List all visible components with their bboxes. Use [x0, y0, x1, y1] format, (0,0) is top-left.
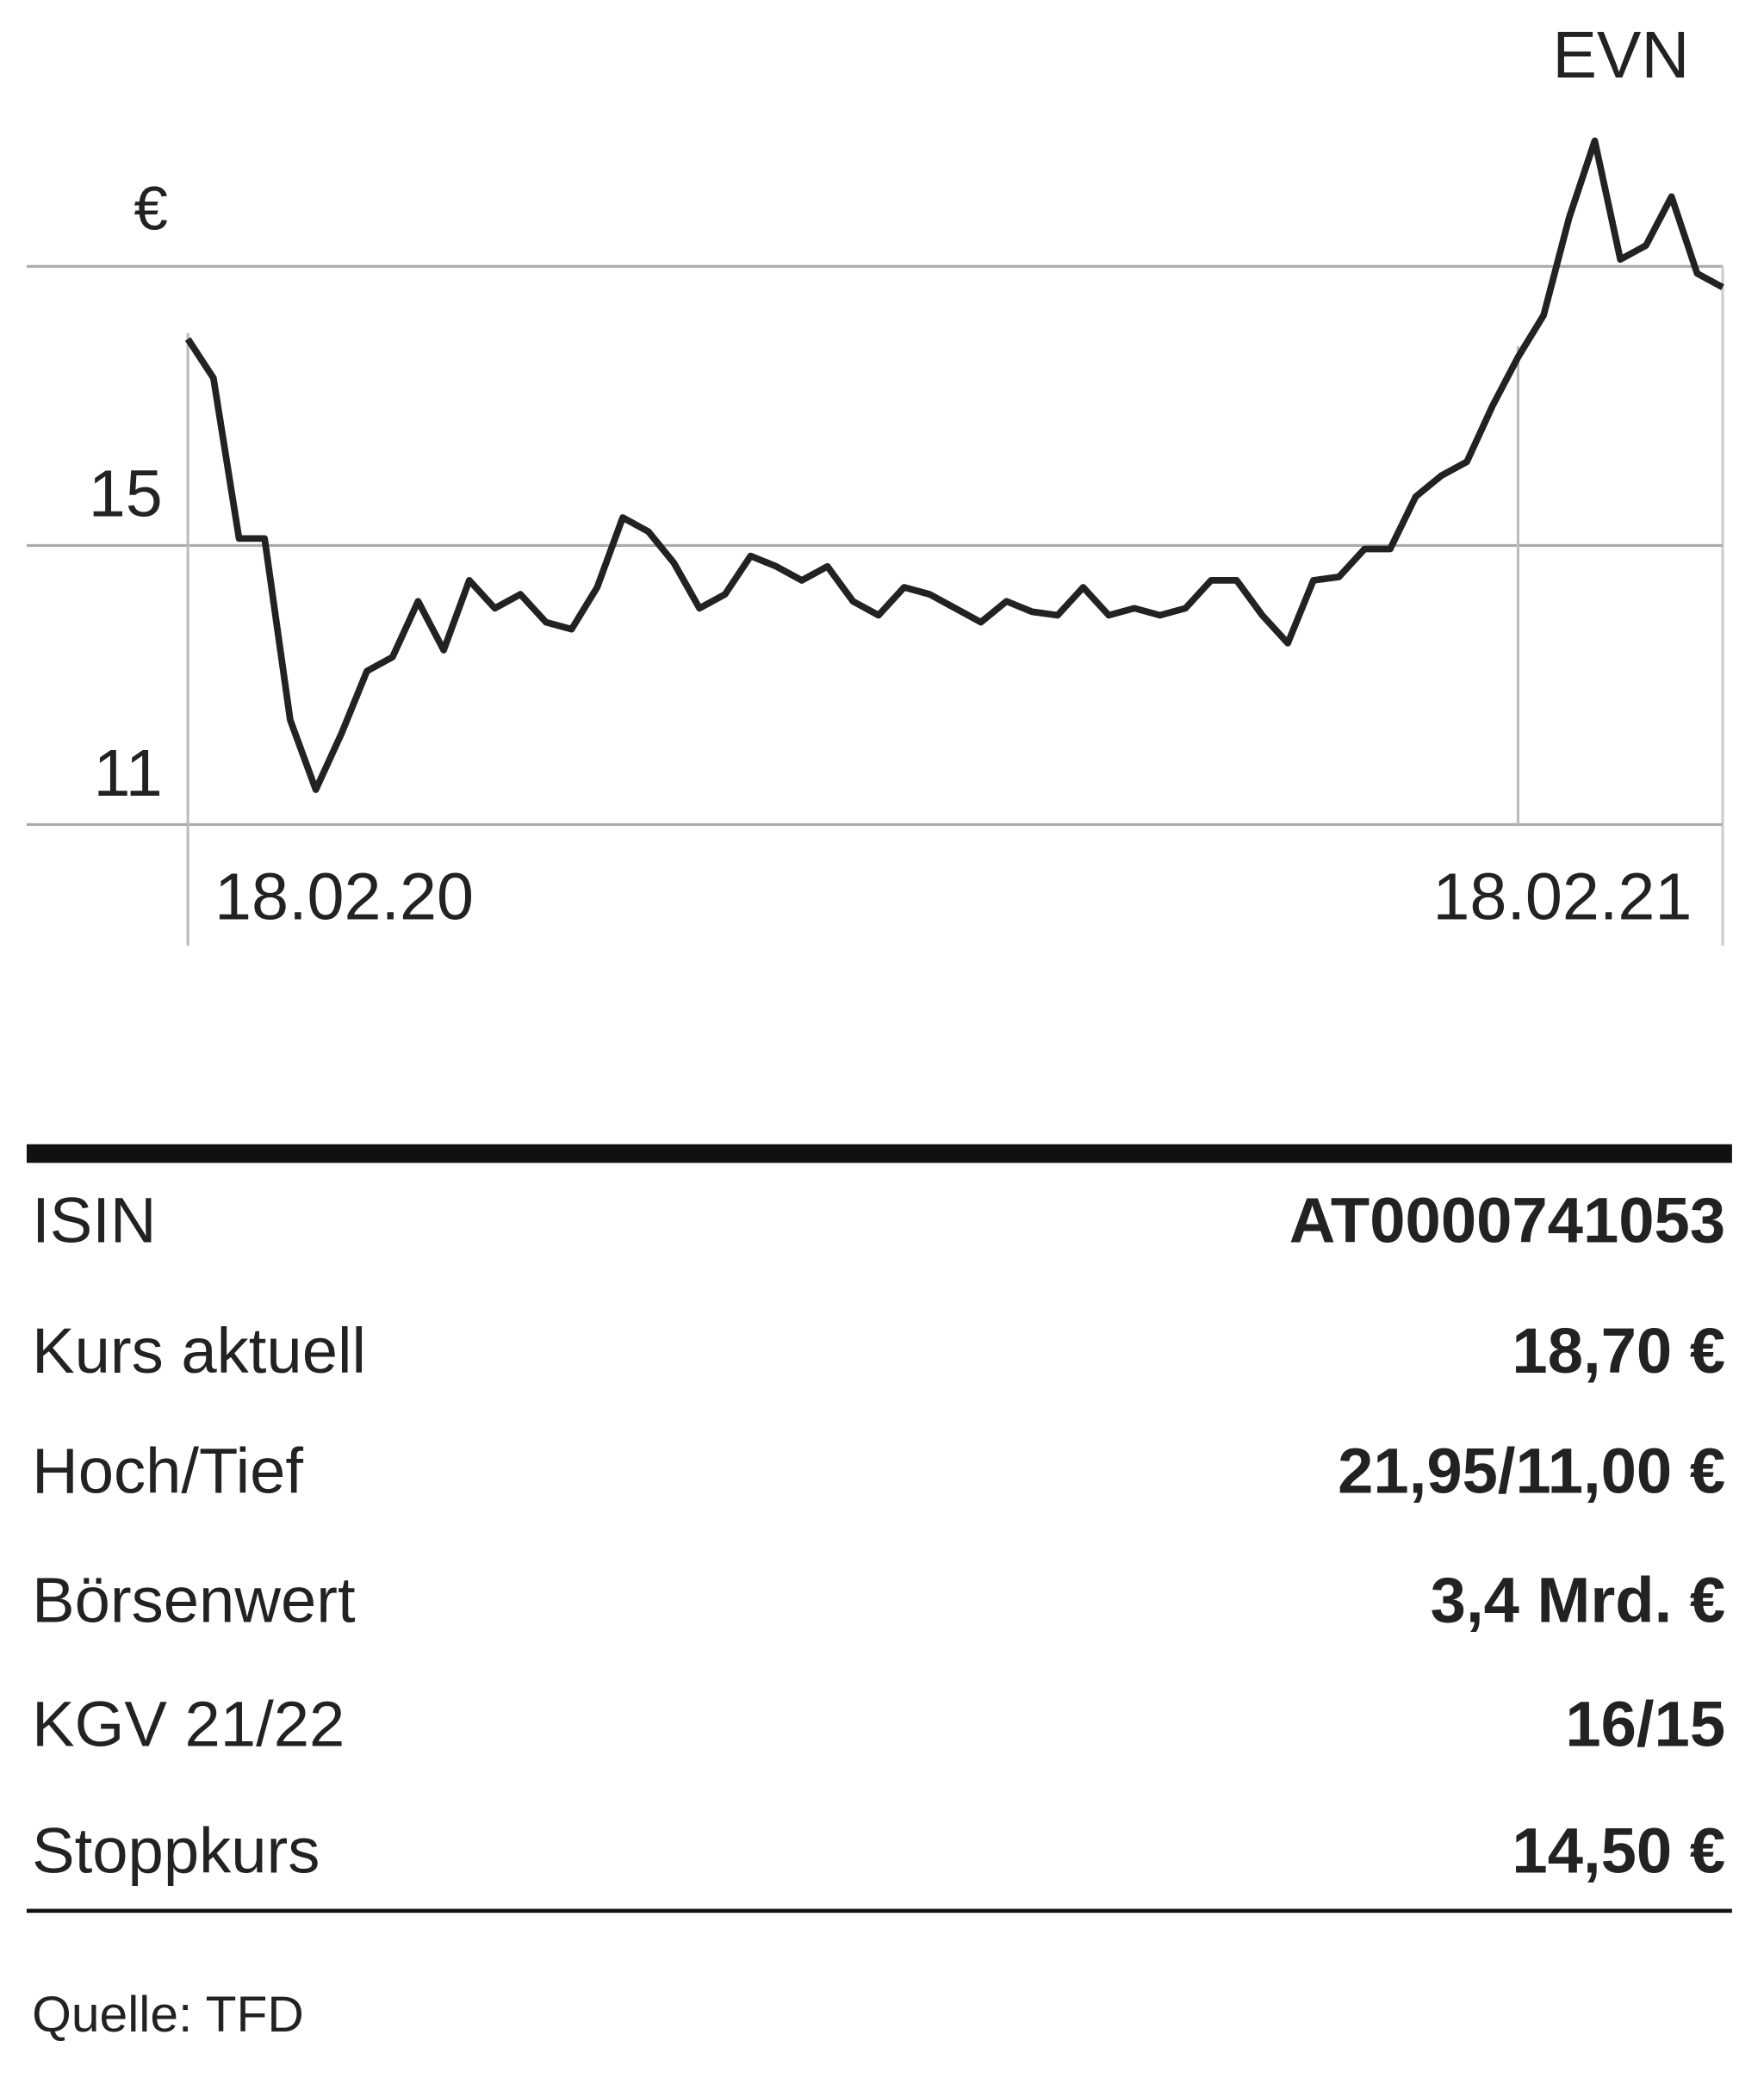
row-value: 14,50 €	[1512, 1814, 1725, 1886]
x-tick-label: 18.02.21	[1432, 860, 1692, 934]
x-tick-label: 18.02.20	[214, 860, 474, 934]
row-label: Stoppkurs	[32, 1814, 320, 1886]
source-note: Quelle: TFD	[32, 1987, 304, 2043]
row-label: Börsenwert	[32, 1564, 356, 1635]
row-value: AT0000741053	[1289, 1185, 1725, 1256]
row-label: KGV 21/22	[32, 1688, 345, 1759]
y-axis-label: €	[134, 175, 168, 243]
row-label: ISIN	[32, 1185, 156, 1256]
price-line	[184, 137, 1724, 793]
row-label: Kurs aktuell	[32, 1315, 366, 1386]
chart-title: EVN	[1552, 18, 1689, 92]
row-value: 18,70 €	[1512, 1315, 1725, 1386]
y-tick-label: 11	[93, 736, 162, 810]
table-top-rule	[26, 1144, 1732, 1163]
row-value: 3,4 Mrd. €	[1431, 1564, 1725, 1635]
row-value: 21,95/11,00 €	[1338, 1435, 1725, 1506]
row-label: Hoch/Tief	[32, 1435, 303, 1506]
y-tick-label: 15	[89, 457, 163, 531]
table-bottom-rule	[26, 1908, 1732, 1914]
row-value: 16/15	[1565, 1688, 1725, 1759]
